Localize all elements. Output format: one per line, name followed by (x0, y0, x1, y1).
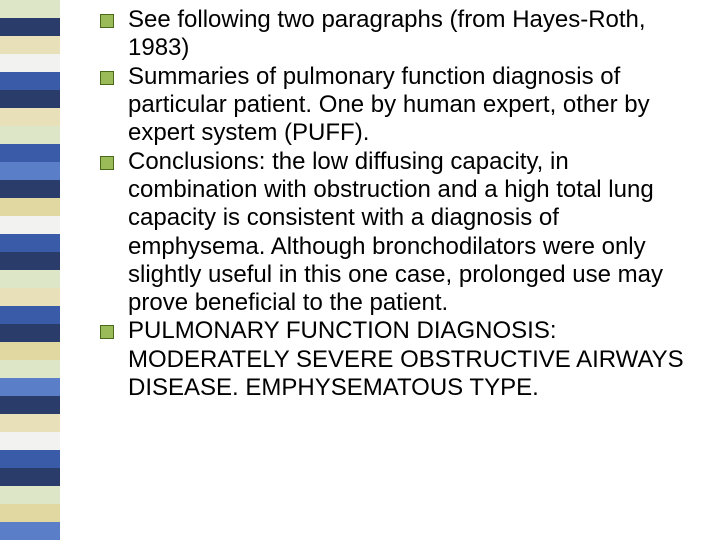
sidebar-stripe (0, 432, 60, 450)
sidebar-stripe (0, 288, 60, 306)
sidebar-stripe (0, 234, 60, 252)
sidebar-stripe (0, 180, 60, 198)
sidebar-stripe (0, 90, 60, 108)
list-item: Conclusions: the low diffusing capacity,… (100, 148, 700, 318)
sidebar-stripe (0, 54, 60, 72)
sidebar-stripe (0, 342, 60, 360)
list-item: PULMONARY FUNCTION DIAGNOSIS: MODERATELY… (100, 317, 700, 402)
sidebar-stripe (0, 216, 60, 234)
sidebar-stripe (0, 198, 60, 216)
sidebar-stripe (0, 72, 60, 90)
sidebar-stripe (0, 360, 60, 378)
sidebar-stripe (0, 18, 60, 36)
sidebar-stripe (0, 126, 60, 144)
paragraph-text: See following two paragraphs (from Hayes… (128, 6, 646, 61)
sidebar-stripe (0, 144, 60, 162)
sidebar-stripe (0, 252, 60, 270)
paragraph-text: PULMONARY FUNCTION DIAGNOSIS: MODERATELY… (128, 317, 684, 401)
sidebar-stripe (0, 468, 60, 486)
sidebar-stripe (0, 270, 60, 288)
sidebar-stripe (0, 162, 60, 180)
sidebar-stripe (0, 522, 60, 540)
sidebar-stripe (0, 504, 60, 522)
sidebar-stripe (0, 378, 60, 396)
sidebar-stripe (0, 0, 60, 18)
sidebar-stripe (0, 450, 60, 468)
list-item: Summaries of pulmonary function diagnosi… (100, 63, 700, 148)
paragraph-text: Conclusions: the low diffusing capacity,… (128, 148, 663, 317)
sidebar-stripe (0, 486, 60, 504)
sidebar-stripe (0, 36, 60, 54)
decorative-sidebar (0, 0, 60, 540)
list-item: See following two paragraphs (from Hayes… (100, 6, 700, 63)
sidebar-stripe (0, 396, 60, 414)
paragraph-text: Summaries of pulmonary function diagnosi… (128, 63, 650, 147)
slide-body: See following two paragraphs (from Hayes… (100, 6, 700, 402)
sidebar-stripe (0, 108, 60, 126)
sidebar-stripe (0, 324, 60, 342)
sidebar-stripe (0, 414, 60, 432)
sidebar-stripe (0, 306, 60, 324)
